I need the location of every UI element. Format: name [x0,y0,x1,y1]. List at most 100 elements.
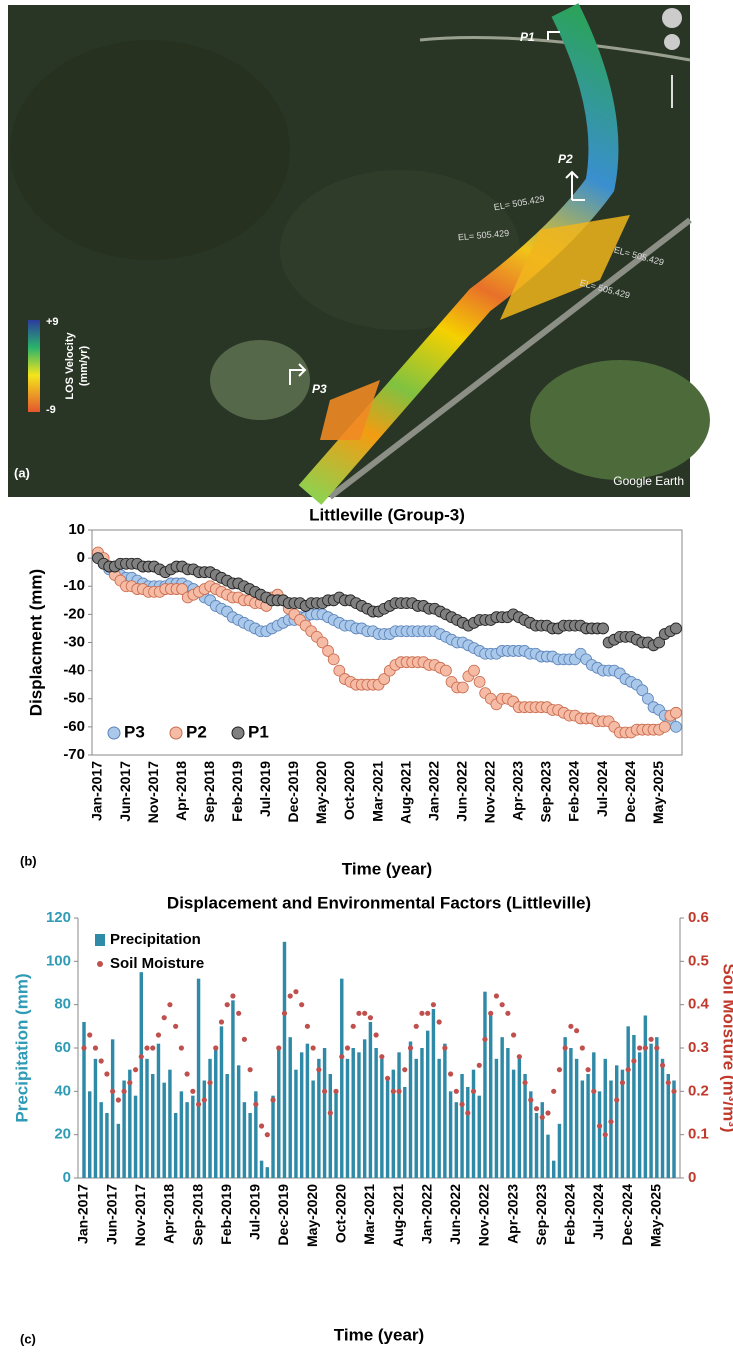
point [425,1011,430,1016]
bar [392,1070,395,1178]
point [270,1097,275,1102]
bar [94,1059,97,1178]
bar [672,1081,675,1179]
x-tick-label: Jan-2017 [75,1184,91,1244]
bar [283,942,286,1178]
x-tick-label: Jun-2017 [103,1184,119,1245]
x-tick-label: Nov-2017 [145,761,161,823]
nav-control[interactable] [664,34,680,50]
bar [225,1074,228,1178]
bar [523,1074,526,1178]
bar [506,1048,509,1178]
point [505,1011,510,1016]
point [139,1054,144,1059]
point [614,1097,619,1102]
point [207,1080,212,1085]
bar [99,1102,102,1178]
bar [598,1091,601,1178]
bar [248,1113,251,1178]
map-panel: P1 P2 P3 EL= 505.429 EL= 505.429 EL= 505… [8,5,710,497]
legend-label: P3 [124,722,145,741]
y-tick-label: -30 [63,633,85,650]
point [328,1110,333,1115]
bar [185,1102,188,1178]
field [530,360,710,480]
point [442,1045,447,1050]
x-tick-label: Feb-2019 [229,761,245,822]
point [133,1067,138,1072]
point [591,1089,596,1094]
panel-label: (a) [14,465,30,480]
y-tick-label: 0 [63,1169,71,1186]
point [333,1089,338,1094]
x-tick-label: Jan-2022 [418,1184,434,1244]
x-tick-label: Jun-2022 [453,761,469,822]
bar [541,1102,544,1178]
point [431,1002,436,1007]
bar [615,1065,618,1178]
x-tick-label: Mar-2021 [361,1184,377,1245]
bar [426,1031,429,1178]
point [213,1045,218,1050]
point [671,721,682,732]
y-tick-label: 120 [46,909,71,926]
point [477,1063,482,1068]
x-tick-label: Oct-2020 [332,1184,348,1243]
bar [443,1044,446,1178]
bar [455,1102,458,1178]
colorbar-title: (mm/yr) [78,345,90,386]
bar [478,1096,481,1178]
y-tick-label: -10 [63,577,85,594]
bar [329,1074,332,1178]
x-tick-label: May-2025 [648,1184,664,1247]
point [351,1024,356,1029]
bar [334,1091,337,1178]
legend-label: P2 [186,722,207,741]
point [648,1037,653,1042]
bar [197,979,200,1178]
point [620,1080,625,1085]
y-tick-label: 40 [54,1082,71,1099]
x-tick-label: Jul-2019 [257,761,273,817]
forest [10,40,290,260]
profile-label: P1 [520,30,535,44]
bar [128,1070,131,1178]
point [419,1011,424,1016]
x-tick-label: Dec-2024 [622,761,638,823]
point [534,1106,539,1111]
x-tick-label: Feb-2024 [562,1184,578,1245]
y-tick-label: -50 [63,690,85,707]
point [167,1002,172,1007]
x-tick-label: Apr-2023 [510,761,526,821]
x-tick-label: Nov-2017 [132,1184,148,1246]
point [626,1067,631,1072]
point [162,1015,167,1020]
bar [649,1044,652,1178]
x-tick-label: Feb-2024 [566,761,582,822]
point [482,1037,487,1042]
y2-tick-label: 0.1 [688,1126,709,1143]
point [659,721,670,732]
point [156,1032,161,1037]
point [368,1015,373,1020]
point [563,1045,568,1050]
point [150,1045,155,1050]
point [457,682,468,693]
point [236,1011,241,1016]
profile-label: P3 [312,382,327,396]
point [654,1045,659,1050]
bar [661,1059,664,1178]
bar [409,1042,412,1179]
point [345,1045,350,1050]
point [110,1089,115,1094]
x-tick-label: Nov-2022 [482,761,498,823]
point [259,1123,264,1128]
legend-marker [108,727,120,739]
colorbar-title: LOS Velocity [64,331,76,399]
x-tick-label: Aug-2021 [390,1184,406,1247]
bar [311,1081,314,1179]
point [121,1089,126,1094]
bar [632,1035,635,1178]
bar [122,1081,125,1179]
nav-control[interactable] [662,8,682,28]
